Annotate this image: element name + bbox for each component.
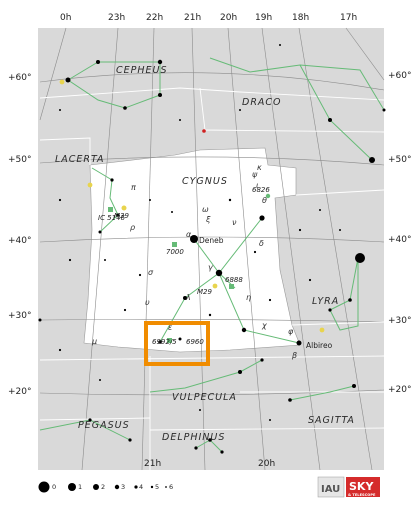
ra-label: 0h xyxy=(60,13,71,23)
dec-label: +50° xyxy=(8,155,32,165)
dec-label: +40° xyxy=(388,235,412,245)
highlight-box xyxy=(144,321,210,366)
magnitude-label: 2 xyxy=(101,483,105,491)
constellation-pegasus: PEGASUS xyxy=(78,420,130,431)
magnitude-label: 1 xyxy=(78,483,82,491)
object-label: M29 xyxy=(197,288,212,296)
dec-labels: +60° +50° +40° +30° +20° +60° +50° +40° … xyxy=(8,71,412,397)
magnitude-legend: 0 1 2 3 4 5 6 xyxy=(38,481,173,493)
sky-logo-text: SKY xyxy=(349,480,374,493)
object-label: 6888 xyxy=(225,276,243,284)
greek-label: ρ xyxy=(130,223,135,232)
constellation-names: CEPHEUS DRACO LACERTA CYGNUS LYRA VULPEC… xyxy=(55,65,355,443)
iau-logo-text: IAU xyxy=(321,484,340,495)
greek-label: ν xyxy=(232,218,237,227)
greek-label: μ xyxy=(91,337,97,346)
greek-label: σ xyxy=(148,268,154,277)
greek-label: φ xyxy=(288,327,294,336)
sky-telescope-logo: SKY & TELESCOPE xyxy=(346,477,380,497)
constellation-delphinus: DELPHINUS xyxy=(162,432,225,443)
ra-label: 19h xyxy=(255,13,272,23)
greek-letter-labels: π ρ α ω ψ θ γ σ υ δ η λ κ μ ε χ φ β ξ ν … xyxy=(91,163,297,360)
greek-label: β xyxy=(291,351,297,360)
dec-label: +30° xyxy=(388,316,412,326)
iau-logo: IAU xyxy=(317,476,345,498)
greek-label: υ xyxy=(145,298,150,307)
cygnus-boundary xyxy=(83,147,301,353)
star-albireo-label: Albireo xyxy=(306,341,333,350)
dec-label: +20° xyxy=(388,385,412,395)
greek-label: ε xyxy=(168,323,173,332)
ra-labels-top: 0h 23h 22h 21h 20h 19h 18h 17h xyxy=(60,13,357,23)
magnitude-label: 3 xyxy=(121,483,125,491)
magnitude-label: 4 xyxy=(139,483,143,491)
sky-logo-subtext: & TELESCOPE xyxy=(348,493,376,497)
ra-label: 23h xyxy=(108,13,125,23)
greek-label: ι xyxy=(256,181,259,190)
greek-label: π xyxy=(131,183,136,192)
ra-label: 21h xyxy=(144,459,161,469)
constellation-sagitta: SAGITTA xyxy=(308,415,355,426)
greek-label: κ xyxy=(257,163,262,172)
constellation-vulpecula: VULPECULA xyxy=(172,392,237,403)
greek-label: ξ xyxy=(205,215,211,224)
dec-label: +60° xyxy=(388,71,412,81)
greek-label: ψ xyxy=(252,170,258,179)
greek-label: γ xyxy=(208,263,214,272)
constellation-lyra: LYRA xyxy=(312,296,339,307)
ra-labels-bottom: 21h 20h xyxy=(144,459,275,469)
dec-label: +40° xyxy=(8,236,32,246)
greek-label: θ xyxy=(262,196,267,205)
dec-label: +50° xyxy=(388,155,412,165)
dec-label: +20° xyxy=(8,387,32,397)
greek-label: ω xyxy=(202,205,209,214)
deep-sky-objects xyxy=(59,79,325,343)
ra-label: 22h xyxy=(146,13,163,23)
ra-label: 21h xyxy=(184,13,201,23)
magnitude-label: 5 xyxy=(155,483,159,491)
star-deneb-label: Deneb xyxy=(199,236,224,245)
constellation-lacerta: LACERTA xyxy=(55,154,104,165)
object-label: 6960 xyxy=(186,338,204,346)
greek-label: λ xyxy=(185,293,191,302)
dec-label: +30° xyxy=(8,311,32,321)
magnitude-label: 0 xyxy=(52,483,56,491)
ra-label: 20h xyxy=(220,13,237,23)
object-labels: 6826 M39 IC 5146 7000 6888 M29 6992/5 69… xyxy=(98,186,270,346)
greek-label: η xyxy=(246,293,251,302)
object-label: 6992/5 xyxy=(152,338,177,346)
object-label: 7000 xyxy=(166,248,184,256)
dec-label: +60° xyxy=(8,73,32,83)
object-label: IC 5146 xyxy=(98,214,126,222)
object-label: 6826 xyxy=(252,186,270,194)
magnitude-label: 6 xyxy=(169,483,173,491)
constellation-cygnus: CYGNUS xyxy=(182,176,228,187)
constellation-cepheus: CEPHEUS xyxy=(116,65,168,76)
greek-label: α xyxy=(186,230,192,239)
greek-label: χ xyxy=(261,321,267,330)
ra-label: 20h xyxy=(258,459,275,469)
stars xyxy=(38,44,386,454)
object-label: M39 xyxy=(114,212,129,220)
greek-label: δ xyxy=(259,239,264,248)
constellation-draco: DRACO xyxy=(242,97,282,108)
ra-label: 18h xyxy=(292,13,309,23)
ra-label: 17h xyxy=(340,13,357,23)
